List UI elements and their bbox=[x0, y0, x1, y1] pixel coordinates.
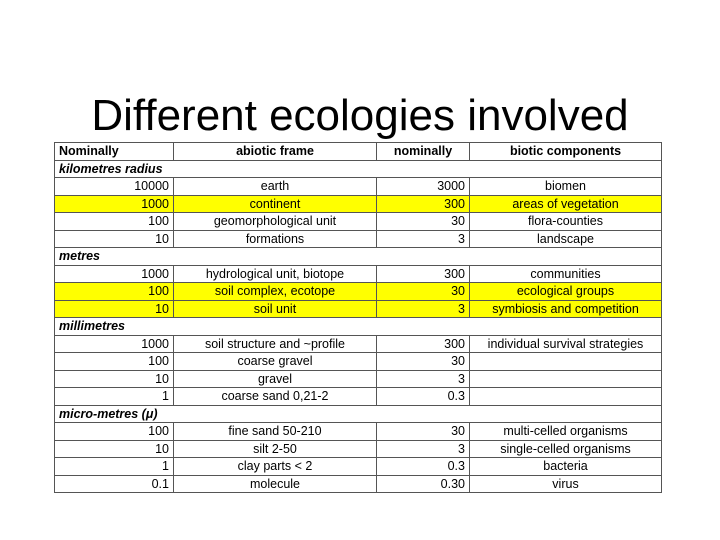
scale-cell: 100 bbox=[54, 212, 174, 231]
nominal-cell: 3000 bbox=[376, 177, 470, 196]
section-label: kilometres radius bbox=[54, 159, 662, 178]
section-row: metres bbox=[54, 247, 662, 266]
section-row: kilometres radius bbox=[54, 159, 662, 178]
section-row: micro-metres (μ) bbox=[54, 404, 662, 423]
table-row: 100 fine sand 50-210 30 multi-celled organi… bbox=[54, 422, 662, 441]
scale-cell: 10 bbox=[54, 229, 174, 248]
abiotic-cell: coarse gravel bbox=[173, 352, 377, 371]
scale-cell: 10 bbox=[54, 299, 174, 318]
biotic-cell: ecological groups bbox=[469, 282, 662, 301]
nominal-cell: 0.30 bbox=[376, 474, 470, 493]
abiotic-cell: coarse sand 0,21-2 bbox=[173, 387, 377, 406]
nominal-cell: 300 bbox=[376, 194, 470, 213]
abiotic-cell: silt 2-50 bbox=[173, 439, 377, 458]
table-row: 10 soil unit 3 symbiosis and competition bbox=[54, 299, 662, 318]
biotic-cell: biomen bbox=[469, 177, 662, 196]
scale-cell: 10 bbox=[54, 439, 174, 458]
header-biotic-components: biotic components bbox=[469, 142, 662, 161]
abiotic-cell: fine sand 50-210 bbox=[173, 422, 377, 441]
biotic-cell: flora-counties bbox=[469, 212, 662, 231]
abiotic-cell: formations bbox=[173, 229, 377, 248]
scale-cell: 1000 bbox=[54, 264, 174, 283]
nominal-cell: 300 bbox=[376, 264, 470, 283]
biotic-cell: bacteria bbox=[469, 457, 662, 476]
nominal-cell: 300 bbox=[376, 334, 470, 353]
abiotic-cell: clay parts < 2 bbox=[173, 457, 377, 476]
abiotic-cell: soil complex, ecotope bbox=[173, 282, 377, 301]
nominal-cell: 30 bbox=[376, 282, 470, 301]
scale-cell: 1 bbox=[54, 457, 174, 476]
table-body: kilometres radius 10000 earth 3000 biomen 100… bbox=[54, 159, 662, 493]
biotic-cell: communities bbox=[469, 264, 662, 283]
table-header-row: Nominally abiotic frame nominally biotic… bbox=[54, 142, 662, 161]
table-row: 1 clay parts < 2 0.3 bacteria bbox=[54, 457, 662, 476]
abiotic-cell: hydrological unit, biotope bbox=[173, 264, 377, 283]
table-row: 10 silt 2-50 3 single-celled organisms bbox=[54, 439, 662, 458]
scale-cell: 1 bbox=[54, 387, 174, 406]
table-row: 100 coarse gravel 30 bbox=[54, 352, 662, 371]
nominal-cell: 30 bbox=[376, 352, 470, 371]
abiotic-cell: soil unit bbox=[173, 299, 377, 318]
scale-cell: 100 bbox=[54, 422, 174, 441]
nominal-cell: 30 bbox=[376, 422, 470, 441]
section-row: millimetres bbox=[54, 317, 662, 336]
table-row: 100 geomorphological unit 30 flora-counties bbox=[54, 212, 662, 231]
section-label: micro-metres (μ) bbox=[54, 404, 662, 423]
biotic-cell: multi-celled organisms bbox=[469, 422, 662, 441]
table-row: 100 soil complex, ecotope 30 ecological gro… bbox=[54, 282, 662, 301]
header-abiotic-frame: abiotic frame bbox=[173, 142, 377, 161]
table-row: 0.1 molecule 0.30 virus bbox=[54, 474, 662, 493]
nominal-cell: 3 bbox=[376, 229, 470, 248]
biotic-cell: single-celled organisms bbox=[469, 439, 662, 458]
scale-cell: 1000 bbox=[54, 194, 174, 213]
abiotic-cell: continent bbox=[173, 194, 377, 213]
scale-cell: 0.1 bbox=[54, 474, 174, 493]
abiotic-cell: soil structure and ~profile bbox=[173, 334, 377, 353]
header-nominally-abiotic: Nominally bbox=[54, 142, 174, 161]
table-row: 10 formations 3 landscape bbox=[54, 229, 662, 248]
nominal-cell: 3 bbox=[376, 439, 470, 458]
biotic-cell bbox=[469, 352, 662, 371]
table-row: 1000 continent 300 areas of vegetation bbox=[54, 194, 662, 213]
biotic-cell: areas of vegetation bbox=[469, 194, 662, 213]
biotic-cell: landscape bbox=[469, 229, 662, 248]
table-row: 1 coarse sand 0,21-2 0.3 bbox=[54, 387, 662, 406]
nominal-cell: 3 bbox=[376, 299, 470, 318]
abiotic-cell: molecule bbox=[173, 474, 377, 493]
nominal-cell: 3 bbox=[376, 369, 470, 388]
scale-cell: 100 bbox=[54, 282, 174, 301]
nominal-cell: 0.3 bbox=[376, 457, 470, 476]
abiotic-cell: geomorphological unit bbox=[173, 212, 377, 231]
biotic-cell: virus bbox=[469, 474, 662, 493]
table-row: 10000 earth 3000 biomen bbox=[54, 177, 662, 196]
biotic-cell bbox=[469, 369, 662, 388]
ecology-scale-table: Nominally abiotic frame nominally biotic… bbox=[54, 142, 662, 493]
scale-cell: 10 bbox=[54, 369, 174, 388]
abiotic-cell: earth bbox=[173, 177, 377, 196]
table-row: 1000 soil structure and ~profile 300 indivi… bbox=[54, 334, 662, 353]
nominal-cell: 30 bbox=[376, 212, 470, 231]
slide-title: Different ecologies involved bbox=[91, 91, 629, 140]
table-row: 10 gravel 3 bbox=[54, 369, 662, 388]
scale-cell: 100 bbox=[54, 352, 174, 371]
table-row: 1000 hydrological unit, biotope 300 communi… bbox=[54, 264, 662, 283]
biotic-cell bbox=[469, 387, 662, 406]
biotic-cell: individual survival strategies bbox=[469, 334, 662, 353]
header-nominally-biotic: nominally bbox=[376, 142, 470, 161]
section-label: metres bbox=[54, 247, 662, 266]
scale-cell: 1000 bbox=[54, 334, 174, 353]
abiotic-cell: gravel bbox=[173, 369, 377, 388]
nominal-cell: 0.3 bbox=[376, 387, 470, 406]
scale-cell: 10000 bbox=[54, 177, 174, 196]
section-label: millimetres bbox=[54, 317, 662, 336]
biotic-cell: symbiosis and competition bbox=[469, 299, 662, 318]
